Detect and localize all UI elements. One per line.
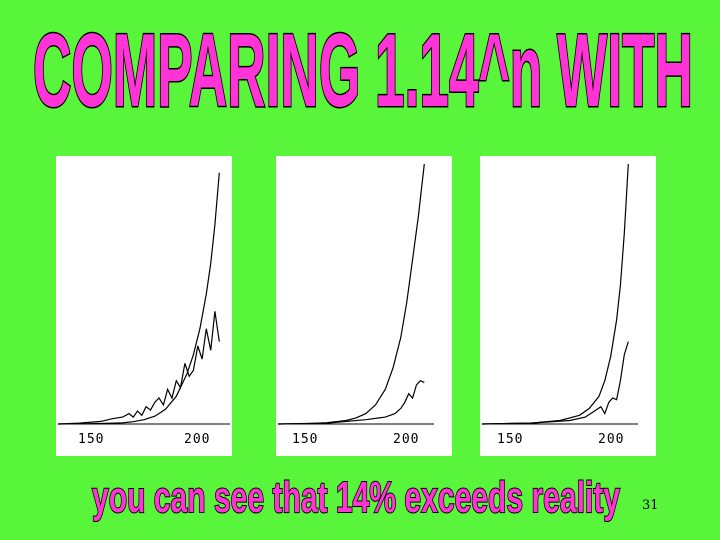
slide-title-text: COMPARING 1.14^n WITH [33,13,693,126]
chart-panel-1 [56,156,232,456]
slide-subtitle: you can see that 14% exceeds reality [86,466,626,526]
chart-panel-2 [276,156,452,456]
chart-3-tick-150: 150 [497,432,524,447]
chart-3-series-2-line [481,341,629,425]
chart-1-series-1-line [57,172,220,425]
chart-1-series-2-line [57,311,220,425]
chart-1-plot [57,172,230,425]
chart-1-tick-150: 150 [78,432,105,447]
chart-2-plot [277,163,434,425]
chart-2-tick-150: 150 [292,432,319,447]
chart-3-tick-200: 200 [598,432,625,447]
chart-2-series-1-line [277,163,425,425]
slide-subtitle-text: you can see that 14% exceeds reality [92,473,620,522]
chart-2-series-2-line [277,379,425,425]
chart-panel-3 [480,156,656,456]
chart-2-tick-200: 200 [393,432,420,447]
slide-title: COMPARING 1.14^n WITH [28,6,698,127]
page-number: 31 [642,498,659,513]
chart-1-tick-200: 200 [184,432,211,447]
chart-3-plot [481,163,638,425]
chart-3-series-1-line [481,163,629,425]
